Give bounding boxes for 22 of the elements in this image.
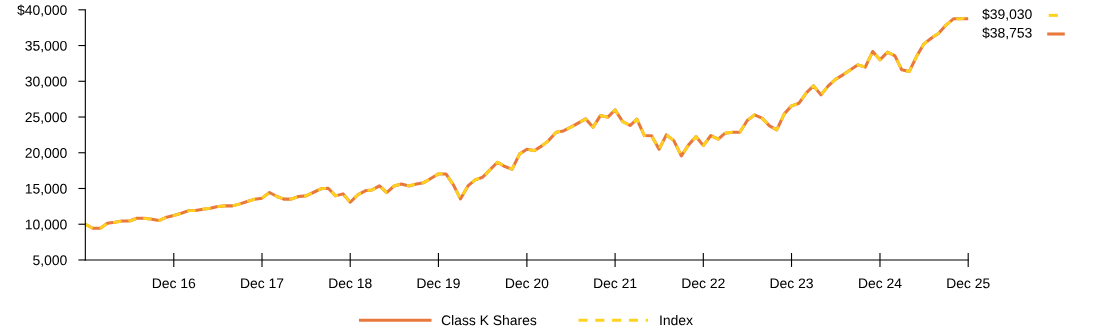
legend-label: Class K Shares bbox=[441, 314, 537, 326]
legend-label: Index bbox=[660, 314, 693, 326]
y-tick-label: 25,000 bbox=[25, 112, 67, 124]
x-tick-label: Dec 25 bbox=[947, 278, 990, 289]
annotation: $38,753 bbox=[982, 27, 1032, 40]
y-tick-label: 10,000 bbox=[25, 219, 67, 232]
y-tick-label: 15,000 bbox=[25, 183, 67, 196]
x-tick-label: Dec 19 bbox=[417, 278, 460, 289]
y-tick-label: 35,000 bbox=[25, 40, 67, 53]
x-tick-label: Dec 21 bbox=[594, 278, 637, 289]
x-tick-label: Dec 24 bbox=[859, 278, 902, 289]
annotation: $39,030 bbox=[982, 8, 1032, 21]
x-tick-label: Dec 16 bbox=[152, 278, 196, 289]
x-tick-label: Dec 18 bbox=[329, 278, 372, 289]
x-tick-label: Dec 22 bbox=[682, 278, 725, 289]
y-tick-label: 20,000 bbox=[25, 148, 67, 160]
x-tick-label: Dec 20 bbox=[506, 278, 549, 289]
y-tick-label: $40,000 bbox=[17, 4, 67, 17]
x-tick-label: Dec 23 bbox=[770, 278, 813, 289]
y-tick-label: 30,000 bbox=[25, 76, 67, 89]
x-tick-label: Dec 17 bbox=[241, 278, 284, 289]
y-tick-label: 5,000 bbox=[33, 255, 67, 267]
